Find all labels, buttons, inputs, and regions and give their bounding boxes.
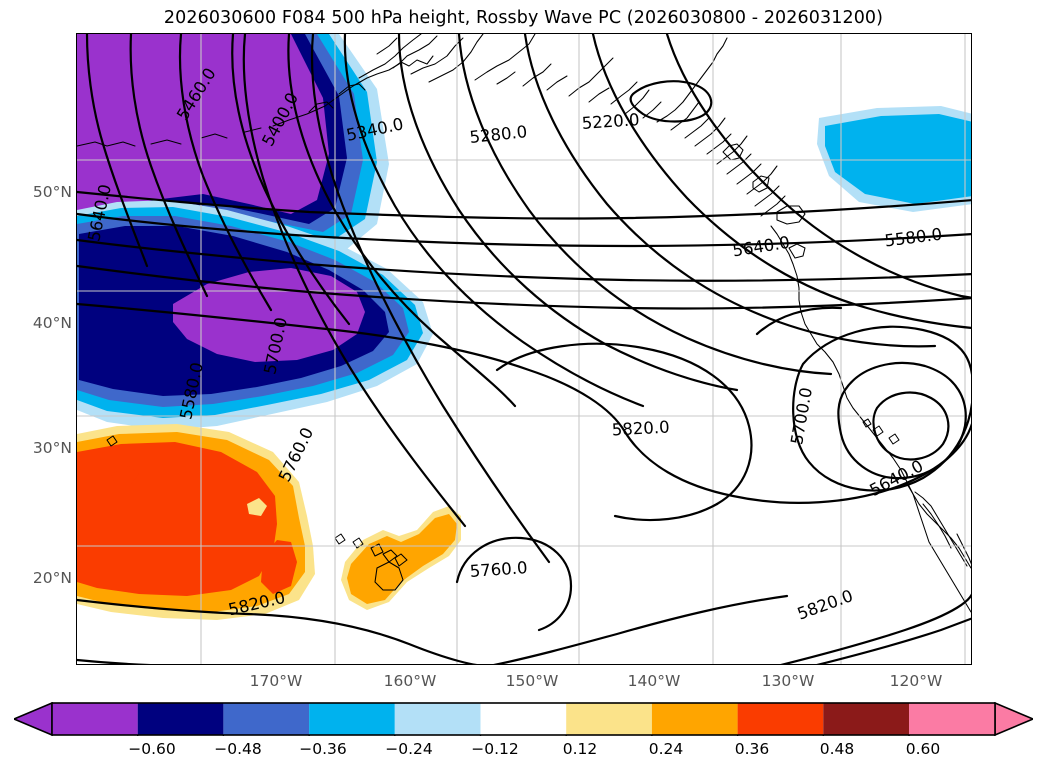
y-tick-label: 40°N — [32, 314, 72, 332]
x-tick-label: 150°W — [505, 672, 559, 690]
height-contours — [77, 34, 971, 664]
x-tick-label: 160°W — [383, 672, 437, 690]
colorbar-tick-label: 0.24 — [648, 740, 684, 758]
colorbar-tick-label: −0.24 — [385, 740, 433, 758]
colorbar-tick-label: −0.36 — [299, 740, 347, 758]
colorbar[interactable] — [14, 702, 1033, 736]
x-tick-label: 140°W — [627, 672, 681, 690]
colorbar-segments — [52, 703, 995, 735]
colorbar-tick-label: −0.12 — [471, 740, 519, 758]
colorbar-tick-label: 0.36 — [734, 740, 770, 758]
y-tick-label: 30°N — [32, 439, 72, 457]
colorbar-extend-max — [994, 702, 1033, 736]
contour-label: 5220.0 — [581, 110, 640, 133]
x-tick-label: 120°W — [889, 672, 943, 690]
page-title: 2026030600 F084 500 hPa height, Rossby W… — [163, 8, 884, 28]
contour-label: 5820.0 — [611, 418, 670, 440]
shaded-anomaly-field — [77, 34, 971, 620]
x-tick-label: 130°W — [761, 672, 815, 690]
colorbar-tick-label: 0.60 — [905, 740, 941, 758]
colorbar-tick-label: 0.48 — [819, 740, 855, 758]
y-tick-label: 50°N — [32, 183, 72, 201]
colorbar-tick-label: −0.48 — [214, 740, 262, 758]
colorbar-outline — [51, 702, 996, 736]
colorbar-tick-label: 0.12 — [562, 740, 598, 758]
colorbar-extend-min — [14, 702, 53, 736]
x-tick-label: 170°W — [249, 672, 303, 690]
contour-label: 5760.0 — [469, 558, 528, 581]
colorbar-tick-label: −0.60 — [128, 740, 176, 758]
map-gridlines — [77, 34, 971, 664]
y-tick-label: 20°N — [32, 569, 72, 587]
contour-map-plot: 5460.0 5400.0 5340.0 5280.0 5220.0 5640.… — [76, 33, 972, 665]
